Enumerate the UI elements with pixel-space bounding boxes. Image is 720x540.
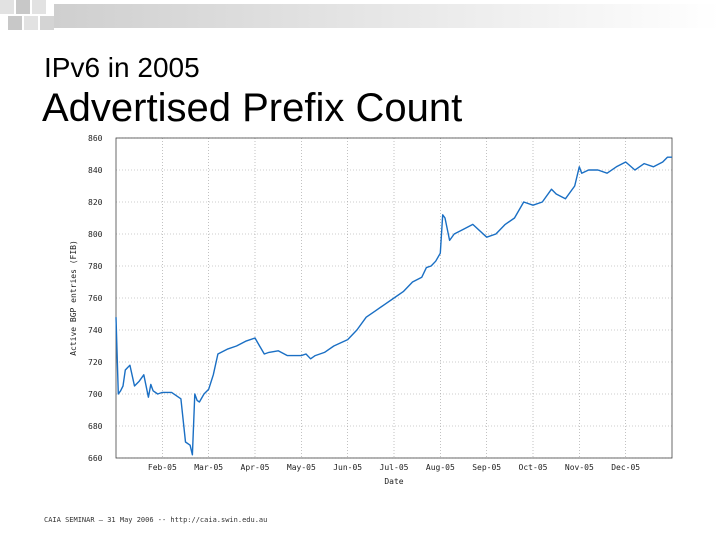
x-axis-label: Date bbox=[384, 477, 403, 486]
x-tick-label: Feb-05 bbox=[148, 463, 177, 472]
plot-frame bbox=[115, 137, 673, 459]
y-tick-label: 800 bbox=[88, 230, 103, 239]
bgp-prefix-chart: 860 840 820 800 780 760 740 720 700 680 660 Feb-05 M… bbox=[69, 134, 673, 486]
x-tick-label: Aug-05 bbox=[426, 463, 455, 472]
x-tick-label: Sep-05 bbox=[472, 463, 501, 472]
series-line bbox=[115, 156, 672, 456]
y-tick-label: 760 bbox=[88, 294, 103, 303]
x-tick-label: Dec-05 bbox=[611, 463, 640, 472]
x-tick-label: Apr-05 bbox=[241, 463, 270, 472]
x-tick-label: Jun-05 bbox=[333, 463, 362, 472]
x-tick-label: May-05 bbox=[287, 463, 316, 472]
y-tick-label: 820 bbox=[88, 198, 103, 207]
slide-footer: CAIA SEMINAR – 31 May 2006 -- http://cai… bbox=[44, 516, 268, 524]
y-tick-label: 700 bbox=[88, 390, 103, 399]
x-tick-label: Jul-05 bbox=[380, 463, 409, 472]
y-tick-label: 860 bbox=[88, 134, 103, 143]
y-tick-label: 840 bbox=[88, 166, 103, 175]
slide-subtitle: IPv6 in 2005 bbox=[44, 52, 200, 83]
y-tick-label: 660 bbox=[88, 454, 103, 463]
slide-title: Advertised Prefix Count bbox=[42, 86, 463, 130]
x-tick-label: Nov-05 bbox=[565, 463, 594, 472]
y-tick-label: 720 bbox=[88, 358, 103, 367]
x-tick-label: Oct-05 bbox=[519, 463, 548, 472]
x-tick-label: Mar-05 bbox=[194, 463, 223, 472]
y-axis-label: Active BGP entries (FIB) bbox=[69, 240, 78, 356]
y-tick-label: 780 bbox=[88, 262, 103, 271]
header-decoration bbox=[0, 0, 720, 30]
y-tick-label: 740 bbox=[88, 326, 103, 335]
y-tick-label: 680 bbox=[88, 422, 103, 431]
